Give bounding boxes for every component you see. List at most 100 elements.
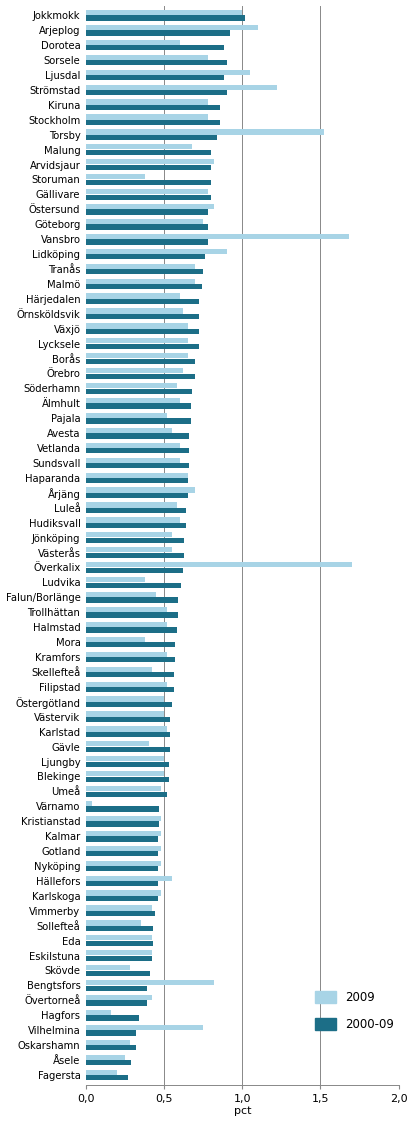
Bar: [86, 672, 173, 678]
Bar: [86, 1040, 130, 1045]
Bar: [86, 657, 175, 662]
Bar: [86, 762, 169, 766]
Bar: [86, 1024, 203, 1030]
Bar: [86, 100, 208, 104]
Bar: [86, 329, 199, 334]
Bar: [86, 1046, 136, 1050]
Bar: [86, 204, 214, 209]
Bar: [86, 622, 167, 627]
Bar: [86, 404, 191, 408]
Bar: [86, 995, 152, 1000]
Legend: 2009, 2000-09: 2009, 2000-09: [310, 986, 399, 1036]
Bar: [86, 159, 214, 164]
Bar: [86, 747, 171, 752]
Bar: [86, 269, 203, 275]
Bar: [86, 427, 172, 433]
Bar: [86, 224, 208, 230]
Bar: [86, 55, 208, 59]
Bar: [86, 666, 152, 672]
Bar: [86, 219, 203, 224]
Bar: [86, 537, 185, 543]
Bar: [86, 592, 157, 597]
Bar: [86, 188, 208, 194]
Bar: [86, 25, 258, 30]
Bar: [86, 383, 177, 388]
Bar: [86, 875, 172, 881]
Bar: [86, 10, 242, 15]
Bar: [86, 985, 147, 991]
Bar: [86, 836, 158, 842]
Bar: [86, 1030, 136, 1036]
Bar: [86, 861, 161, 866]
Bar: [86, 756, 164, 762]
Bar: [86, 920, 141, 926]
Bar: [86, 165, 211, 169]
Bar: [86, 980, 214, 985]
Bar: [86, 233, 349, 239]
Bar: [86, 562, 352, 568]
Bar: [86, 1075, 128, 1080]
Bar: [86, 194, 211, 200]
Bar: [86, 508, 186, 513]
Bar: [86, 120, 221, 126]
Bar: [86, 881, 158, 886]
Bar: [86, 702, 172, 707]
Bar: [86, 598, 178, 603]
Bar: [86, 971, 150, 976]
Bar: [86, 697, 164, 701]
Bar: [86, 294, 180, 298]
Bar: [86, 45, 223, 50]
Bar: [86, 503, 177, 507]
Bar: [86, 568, 183, 573]
Bar: [86, 61, 227, 65]
Bar: [86, 129, 324, 135]
Bar: [86, 284, 202, 289]
Bar: [86, 145, 192, 149]
Bar: [86, 413, 167, 419]
Bar: [86, 84, 277, 90]
Bar: [86, 950, 152, 956]
Bar: [86, 821, 159, 827]
Bar: [86, 149, 211, 155]
Bar: [86, 30, 230, 36]
Bar: [86, 791, 167, 797]
Bar: [86, 846, 161, 850]
Bar: [86, 816, 161, 821]
Bar: [86, 314, 199, 319]
Bar: [86, 174, 145, 180]
Bar: [86, 239, 208, 245]
Bar: [86, 891, 161, 895]
Bar: [86, 852, 158, 856]
Bar: [86, 801, 92, 806]
Bar: [86, 70, 250, 75]
Bar: [86, 807, 159, 811]
Bar: [86, 517, 180, 523]
Bar: [86, 1069, 117, 1075]
Bar: [86, 652, 167, 656]
Bar: [86, 323, 188, 329]
Bar: [86, 374, 195, 379]
Bar: [86, 582, 181, 588]
Bar: [86, 905, 152, 911]
Bar: [86, 936, 152, 940]
Bar: [86, 771, 164, 776]
Bar: [86, 458, 180, 463]
Bar: [86, 114, 208, 120]
Bar: [86, 1015, 139, 1021]
Bar: [86, 16, 245, 20]
Bar: [86, 911, 155, 917]
Bar: [86, 487, 195, 493]
Bar: [86, 353, 188, 358]
Bar: [86, 681, 167, 687]
Bar: [86, 309, 183, 314]
Bar: [86, 642, 175, 647]
Bar: [86, 105, 221, 110]
Bar: [86, 965, 130, 971]
Bar: [86, 732, 171, 737]
Bar: [86, 472, 188, 478]
Bar: [86, 553, 185, 558]
Bar: [86, 776, 169, 782]
Bar: [86, 1010, 111, 1015]
Bar: [86, 711, 164, 717]
Bar: [86, 926, 153, 931]
